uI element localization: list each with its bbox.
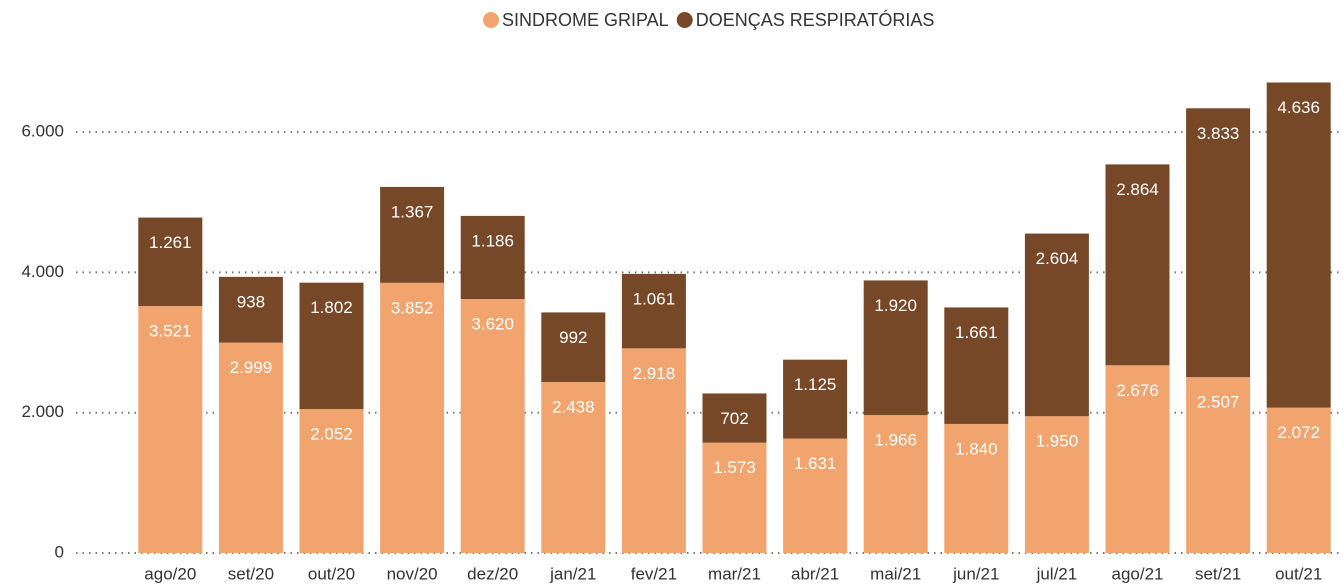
bar-segment [1266,407,1331,553]
bar-segment [944,423,1009,553]
data-label: 1.920 [874,296,917,315]
data-label: 2.052 [310,425,353,444]
data-label: 1.573 [713,458,756,477]
x-tick-label: ago/21 [1112,564,1164,583]
x-tick-label: mar/21 [708,564,761,583]
bar-segment [621,273,686,349]
bar-segment [863,415,928,553]
bar-segment [702,393,767,443]
y-tick-label: 0 [55,542,64,561]
y-tick-label: 6.000 [21,122,64,141]
x-tick-label: abr/21 [791,564,839,583]
bar-segment [138,306,203,553]
y-tick-label: 4.000 [21,262,64,281]
data-label: 2.072 [1277,423,1320,442]
x-tick-label: jun/21 [952,564,999,583]
data-label: 3.852 [391,298,434,317]
data-label: 1.966 [874,431,917,450]
data-label: 1.631 [794,454,837,473]
data-label: 1.186 [471,231,514,250]
bar-segment [1186,108,1251,378]
data-label: 2.438 [552,397,595,416]
bar-segment [1024,416,1089,553]
data-label: 2.507 [1197,393,1240,412]
x-tick-label: mai/21 [870,564,921,583]
bar-segment [863,280,928,416]
data-label: 992 [559,328,587,347]
data-label: 702 [720,409,748,428]
x-tick-label: out/20 [308,564,355,583]
x-tick-label: fev/21 [631,564,677,583]
bar-segment [380,282,445,553]
data-label: 1.261 [149,233,192,252]
bar-segment [783,438,848,553]
data-label: 2.676 [1116,381,1159,400]
y-tick-label: 2.000 [21,402,64,421]
bar-segment [380,186,445,283]
data-label: 1.802 [310,298,353,317]
x-tick-label: set/21 [1195,564,1241,583]
data-label: 4.636 [1277,98,1320,117]
data-label: 2.864 [1116,180,1159,199]
bar-segment [218,276,283,343]
legend-marker [676,12,693,28]
x-tick-label: ago/20 [144,564,196,583]
bar-segment [1266,82,1331,408]
bar-segment [944,307,1009,424]
bar-segment [299,409,364,553]
data-label: 1.125 [794,375,837,394]
data-label: 3.620 [471,315,514,334]
data-label: 2.999 [230,358,273,377]
bar-segment [1105,365,1170,553]
x-tick-label: out/21 [1275,564,1322,583]
data-label: 2.604 [1036,249,1079,268]
x-tick-label: set/20 [228,564,274,583]
x-tick-label: dez/20 [467,564,518,583]
x-tick-label: nov/20 [387,564,438,583]
bar-segment [1186,377,1251,553]
bar-segment [541,312,606,382]
bar-segment [299,282,364,410]
x-tick-label: jan/21 [549,564,596,583]
data-label: 3.833 [1197,124,1240,143]
bar-segment [218,342,283,553]
bar-segment [621,348,686,553]
bar-segment [1024,233,1089,417]
data-label: 1.950 [1036,432,1079,451]
data-label: 1.367 [391,202,434,221]
data-label: 2.918 [633,364,676,383]
bar-segment [541,381,606,553]
bar-segment [702,442,767,553]
bar-segment [460,215,525,300]
bar-segment [460,299,525,553]
data-label: 3.521 [149,322,192,341]
bar-segment [138,217,203,307]
data-label: 1.061 [633,289,676,308]
data-label: 1.840 [955,439,998,458]
data-label: 938 [237,292,265,311]
bar-segment [783,359,848,439]
data-label: 1.661 [955,323,998,342]
x-tick-label: jul/21 [1036,564,1078,583]
legend-label: DOENÇAS RESPIRATÓRIAS [696,9,935,30]
legend-marker [483,12,499,28]
bar-segment [1105,164,1170,366]
legend-label: SINDROME GRIPAL [502,10,669,30]
